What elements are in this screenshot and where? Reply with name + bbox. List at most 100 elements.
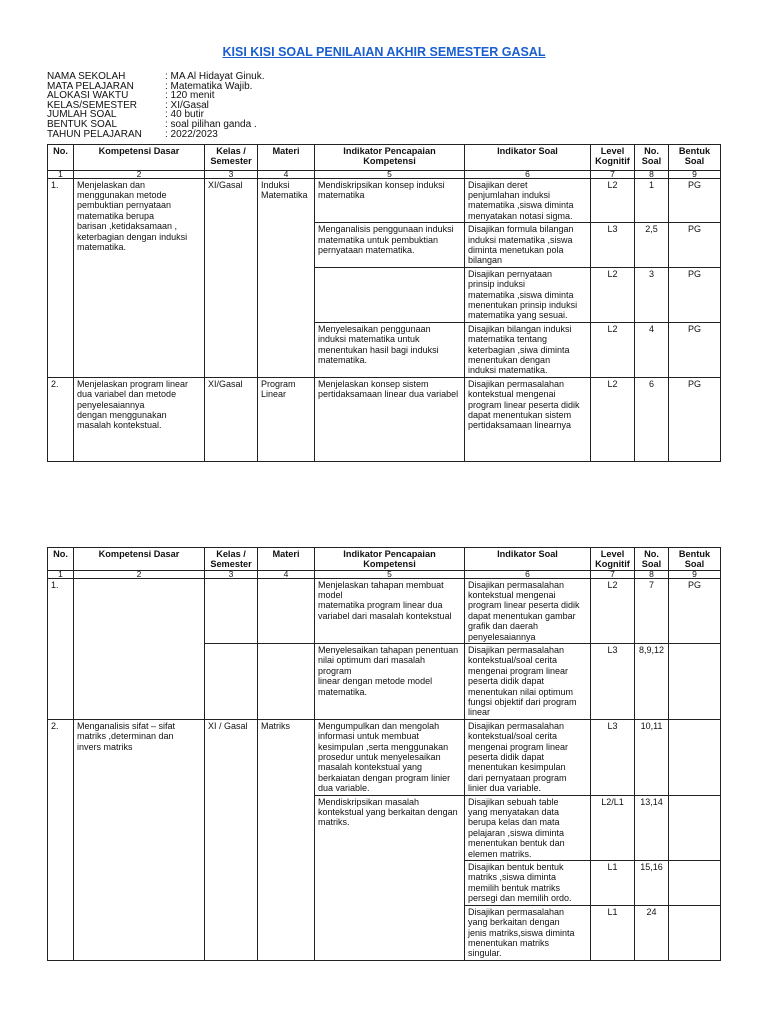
table-row: 2. Menganalisis sifat – sifat matriks ,d… [47,718,721,961]
col-number: 1 [47,570,74,579]
indikator-pencapaian [314,266,465,323]
header-no-soal: No. Soal [634,547,669,571]
info-value: : 120 menit [165,90,215,102]
kompetensi-dasar: Menjelaskan program linear dua variabel … [73,376,205,462]
kelas-semester: XI / Gasal [204,718,258,961]
indikator-pencapaian: Menyelesaikan tahapan penentuan nilai op… [314,642,465,720]
level-kognitif: L2/L1 [590,794,635,862]
col-number: 4 [257,570,315,579]
info-row: MATA PELAJARAN: Matematika Wajib. [47,80,265,92]
level-kognitif: L2 [590,577,635,644]
info-row: ALOKASI WAKTU: 120 menit [47,91,265,101]
header-row: No. Kompetensi Dasar Kelas / Semester Ma… [47,547,721,571]
table-row: Disajikan permasalahan yang berkaitan de… [47,904,721,961]
kisi-kisi-table-2: No. Kompetensi Dasar Kelas / Semester Ma… [47,547,721,961]
kompetensi-dasar: Menjelaskan dan menggunakan metode pembu… [73,177,205,378]
indikator-soal: Disajikan permasalahan kontekstual menge… [464,376,591,462]
col-number: 1 [47,170,74,179]
no-soal: 8,9,12 [634,642,669,720]
kelas-semester [204,577,258,644]
header-kelas-semester: Kelas / Semester [204,144,258,171]
table-row: 2. Menjelaskan program linear dua variab… [47,376,721,462]
header-bentuk-soal: Bentuk Soal [668,144,721,171]
info-value: : soal pilihan ganda . [165,118,257,130]
indikator-soal: Disajikan permasalahan kontekstual/soal … [464,718,591,796]
info-row: KELAS/SEMESTER: XI/Gasal [47,99,265,111]
header-materi: Materi [257,547,315,571]
no-soal: 1 [634,177,669,224]
bentuk-soal: PG [668,177,721,224]
header-level-kognitif: Level Kognitif [590,547,635,571]
header-kompetensi-dasar: Kompetensi Dasar [73,547,205,571]
indikator-soal: Disajikan permasalahan yang berkaitan de… [464,904,591,961]
table-row: 1. Menjelaskan tahapan membuat model mat… [47,577,721,720]
materi [257,577,315,644]
info-label: MATA PELAJARAN [47,80,134,92]
indikator-soal: Disajikan formula bilangan induksi matem… [464,222,591,268]
indikator-soal: Disajikan sebuah table yang menyatakan d… [464,794,591,862]
bentuk-soal: PG [668,222,721,268]
header-row: No. Kompetensi Dasar Kelas / Semester Ma… [47,144,721,171]
indikator-pencapaian: Mendiskripsikan masalah kontekstual yang… [314,794,465,961]
header-level-kognitif: Level Kognitif [590,144,635,171]
row-number: 1. [47,577,74,720]
bentuk-soal [668,642,721,720]
col-number: 7 [590,170,635,179]
no-soal: 7 [634,577,669,644]
info-label: BENTUK SOAL [47,118,118,130]
column-number-row: 1 2 3 4 5 6 7 8 9 [47,170,721,179]
level-kognitif: L2 [590,376,635,462]
info-label: NAMA SEKOLAH [47,71,126,82]
header-indikator-pencapaian: Indikator Pencapaian Kompetensi [314,144,465,171]
col-number: 2 [73,170,205,179]
header-kompetensi-dasar: Kompetensi Dasar [73,144,205,171]
col-number: 6 [464,570,591,579]
bentuk-soal [668,904,721,961]
col-number: 2 [73,570,205,579]
materi [257,642,315,720]
info-value: : 40 butir [165,109,204,121]
header-kelas-semester: Kelas / Semester [204,547,258,571]
kompetensi-dasar: Menganalisis sifat – sifat matriks ,dete… [73,718,205,961]
header-indikator-soal: Indikator Soal [464,144,591,171]
bentuk-soal: PG [668,321,721,378]
indikator-pencapaian: Mengumpulkan dan mengolah informasi untu… [314,718,465,796]
info-row: TAHUN PELAJARAN: 2022/2023 [47,129,265,140]
row-number: 2. [47,376,74,462]
header-indikator-pencapaian: Indikator Pencapaian Kompetensi [314,547,465,571]
indikator-pencapaian: Mendiskripsikan konsep induksi matematik… [314,177,465,224]
col-number: 9 [668,170,721,179]
indikator-soal: Disajikan deret penjumlahan induksi mate… [464,177,591,224]
indikator-soal: Disajikan bilangan induksi matematika te… [464,321,591,378]
col-number: 8 [634,170,669,179]
no-soal: 10,11 [634,718,669,796]
level-kognitif: L2 [590,266,635,323]
col-number: 3 [204,570,258,579]
row-number: 1. [47,177,74,378]
column-number-row: 1 2 3 4 5 6 7 8 9 [47,570,721,579]
school-info: NAMA SEKOLAH: MA Al Hidayat Ginuk. MATA … [47,72,265,139]
table-row: 1. Menjelaskan dan menggunakan metode pe… [47,177,721,378]
level-kognitif: L3 [590,642,635,720]
level-kognitif: L1 [590,860,635,906]
materi: Induksi Matematika [257,177,315,378]
info-value: : XI/Gasal [165,99,209,111]
kelas-semester: XI/Gasal [204,376,258,462]
header-bentuk-soal: Bentuk Soal [668,547,721,571]
no-soal: 13,14 [634,794,669,862]
indikator-soal: Disajikan permasalahan kontekstual/soal … [464,642,591,720]
no-soal: 2,5 [634,222,669,268]
materi: Matriks [257,718,315,961]
indikator-soal: Disajikan permasalahan kontekstual menge… [464,577,591,644]
indikator-soal: Disajikan bentuk bentuk matriks ,siswa d… [464,860,591,906]
col-number: 7 [590,570,635,579]
info-row: JUMLAH SOAL: 40 butir [47,110,265,120]
indikator-pencapaian: Menjelaskan tahapan membuat model matema… [314,577,465,644]
bentuk-soal: PG [668,577,721,644]
indikator-pencapaian: Menganalisis penggunaan induksi matemati… [314,222,465,268]
kelas-semester [204,642,258,720]
table-row: Menganalisis penggunaan induksi matemati… [48,222,721,268]
header-no-soal: No. Soal [634,144,669,171]
no-soal: 6 [634,376,669,462]
no-soal: 15,16 [634,860,669,906]
